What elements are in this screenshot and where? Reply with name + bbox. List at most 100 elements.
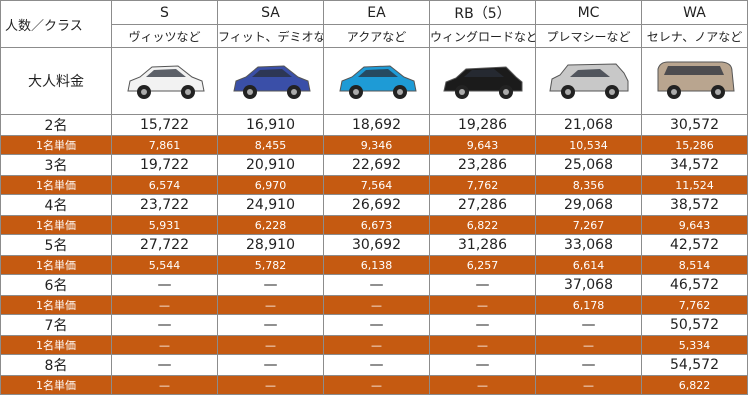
- unit-price: 5,544: [111, 255, 218, 275]
- total-price: —: [217, 314, 324, 336]
- total-price: 26,692: [323, 194, 430, 216]
- unit-price: 8,356: [535, 175, 642, 195]
- total-price: —: [323, 314, 430, 336]
- total-price: 21,068: [535, 114, 642, 136]
- total-price: —: [323, 274, 430, 296]
- class-models: プレマシーなど: [535, 24, 642, 48]
- unit-price: 9,346: [323, 135, 430, 155]
- car-image-cell: [217, 47, 324, 115]
- total-price: 54,572: [641, 354, 748, 376]
- total-row: 2名 15,722 16,910 18,692 19,286 21,068 30,572: [0, 114, 748, 136]
- unit-price-label: 1名単価: [0, 215, 112, 235]
- unit-price: 15,286: [641, 135, 748, 155]
- unit-price: —: [323, 375, 430, 395]
- unit-price: 6,970: [217, 175, 324, 195]
- total-price: 33,068: [535, 234, 642, 256]
- unit-price: 5,931: [111, 215, 218, 235]
- total-price: —: [535, 314, 642, 336]
- model-row: ヴィッツなど フィット、デミオなど アクアなど ウィングロードなど プレマシーな…: [1, 24, 748, 48]
- total-price: —: [111, 314, 218, 336]
- total-price: 38,572: [641, 194, 748, 216]
- unit-price: —: [535, 335, 642, 355]
- unit-price: —: [217, 375, 324, 395]
- car-image-cell: [111, 47, 218, 115]
- people-count: 7名: [0, 314, 112, 336]
- total-price: 28,910: [217, 234, 324, 256]
- class-models: アクアなど: [323, 24, 430, 48]
- class-code: SA: [217, 0, 324, 25]
- total-price: —: [217, 274, 324, 296]
- car-icon: [126, 65, 205, 99]
- total-price: —: [323, 354, 430, 376]
- unit-price-label: 1名単価: [0, 375, 112, 395]
- car-icon: [548, 63, 628, 99]
- total-price: 15,722: [111, 114, 218, 136]
- unit-price-label: 1名単価: [0, 295, 112, 315]
- price-table: 人数／クラス S SA EA RB（5） MC WA ヴィッツなど フィット、デ…: [0, 0, 748, 395]
- total-price: 23,722: [111, 194, 218, 216]
- total-price: 50,572: [641, 314, 748, 336]
- unit-price-label: 1名単価: [0, 175, 112, 195]
- class-code: MC: [535, 0, 642, 25]
- total-price: 29,068: [535, 194, 642, 216]
- unit-price-row: 1名単価 — — — —6,178 7,762: [0, 295, 748, 315]
- unit-price-label: 1名単価: [0, 255, 112, 275]
- unit-price: 6,228: [217, 215, 324, 235]
- unit-price: —: [429, 295, 536, 315]
- unit-price: 7,267: [535, 215, 642, 235]
- class-code: S: [111, 0, 218, 25]
- car-image-cell: [323, 47, 430, 115]
- unit-price: 11,524: [641, 175, 748, 195]
- car-icon: [338, 65, 417, 99]
- total-price: 37,068: [535, 274, 642, 296]
- unit-price: 6,138: [323, 255, 430, 275]
- total-row: 5名 27,722 28,910 30,692 31,286 33,068 42,572: [0, 234, 748, 256]
- total-price: —: [535, 354, 642, 376]
- total-price: 19,722: [111, 154, 218, 176]
- unit-price: 8,455: [217, 135, 324, 155]
- unit-price: 10,534: [535, 135, 642, 155]
- total-row: 7名 — — — — —50,572: [0, 314, 748, 336]
- total-price: —: [217, 354, 324, 376]
- total-row: 4名 23,722 24,910 26,692 27,286 29,068 38,572: [0, 194, 748, 216]
- unit-price: —: [217, 295, 324, 315]
- adult-fare-label: 大人料金: [0, 47, 112, 115]
- people-count: 4名: [0, 194, 112, 216]
- unit-price: —: [429, 335, 536, 355]
- unit-price: 6,614: [535, 255, 642, 275]
- total-price: 25,068: [535, 154, 642, 176]
- total-price: 23,286: [429, 154, 536, 176]
- unit-price: 7,861: [111, 135, 218, 155]
- total-row: 8名 — — — — —54,572: [0, 354, 748, 376]
- total-price: —: [111, 354, 218, 376]
- class-models: ウィングロードなど: [429, 24, 536, 48]
- unit-price: 6,822: [641, 375, 748, 395]
- total-price: —: [429, 314, 536, 336]
- unit-price-row: 1名単価 — — — — —6,822: [0, 375, 748, 395]
- total-row: 6名 — — — —37,068 46,572: [0, 274, 748, 296]
- unit-price: —: [111, 295, 218, 315]
- unit-price: 6,574: [111, 175, 218, 195]
- car-image-row: 大人料金: [0, 47, 748, 115]
- unit-price: 7,762: [641, 295, 748, 315]
- total-price: 30,572: [641, 114, 748, 136]
- total-price: 22,692: [323, 154, 430, 176]
- class-code: RB（5）: [429, 0, 536, 25]
- car-icon: [657, 61, 735, 99]
- car-icon: [442, 66, 522, 99]
- unit-price: 5,782: [217, 255, 324, 275]
- unit-price: 7,762: [429, 175, 536, 195]
- car-icon: [232, 65, 311, 99]
- people-count: 2名: [0, 114, 112, 136]
- total-price: 34,572: [641, 154, 748, 176]
- unit-price-row: 1名単価 — — — — —5,334: [0, 335, 748, 355]
- unit-price-row: 1名単価 5,544 5,782 6,138 6,257 6,614 8,514: [0, 255, 748, 275]
- car-image-cell: [641, 47, 748, 115]
- unit-price: 9,643: [429, 135, 536, 155]
- people-count: 5名: [0, 234, 112, 256]
- unit-price-row: 1名単価 5,931 6,228 6,673 6,822 7,267 9,643: [0, 215, 748, 235]
- class-header-row: 人数／クラス S SA EA RB（5） MC WA: [0, 0, 748, 48]
- unit-price: 7,564: [323, 175, 430, 195]
- unit-price-label: 1名単価: [0, 335, 112, 355]
- total-price: 46,572: [641, 274, 748, 296]
